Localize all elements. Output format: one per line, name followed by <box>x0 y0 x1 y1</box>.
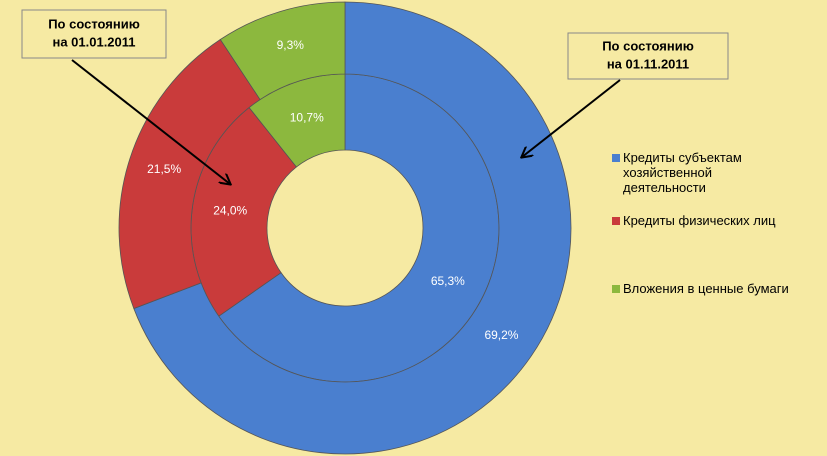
annotation-text: По состоянию <box>602 38 694 53</box>
legend-item: Кредиты физических лиц <box>612 213 822 228</box>
legend-swatch <box>612 154 620 162</box>
rings: 65,3% 24,0% 10,7% 69,2% 21,5% 9,3% <box>118 1 572 455</box>
legend-label: Вложения в ценные бумаги <box>623 281 789 296</box>
legend-swatch <box>612 217 620 225</box>
data-label: 10,7% <box>290 111 324 125</box>
legend-item: Вложения в ценные бумаги <box>612 281 822 296</box>
ring-segment <box>219 1 346 101</box>
arrow <box>71 59 230 184</box>
data-label: 69,2% <box>484 328 518 342</box>
arrow <box>522 79 621 157</box>
legend-label: Кредиты субъектам хозяйственной деятельн… <box>623 150 742 195</box>
ring-segment <box>133 1 572 455</box>
data-label: 65,3% <box>431 274 465 288</box>
annotation-box <box>21 9 167 59</box>
data-label: 24,0% <box>213 203 247 217</box>
annotation: По состоянию на 01.11.2011 <box>567 32 729 80</box>
legend-item: Кредиты субъектам хозяйственной деятельн… <box>612 150 822 195</box>
annotation-text: на 01.01.2011 <box>52 34 135 49</box>
legend-label: Кредиты физических лиц <box>623 213 776 228</box>
data-label: 21,5% <box>147 162 181 176</box>
annotation: По состоянию на 01.01.2011 <box>21 9 167 59</box>
annotation-text: По состоянию <box>48 16 140 31</box>
data-label: 9,3% <box>277 38 305 52</box>
annotation-text: на 01.11.2011 <box>607 56 689 71</box>
legend-swatch <box>612 285 620 293</box>
annotation-box <box>567 32 729 80</box>
